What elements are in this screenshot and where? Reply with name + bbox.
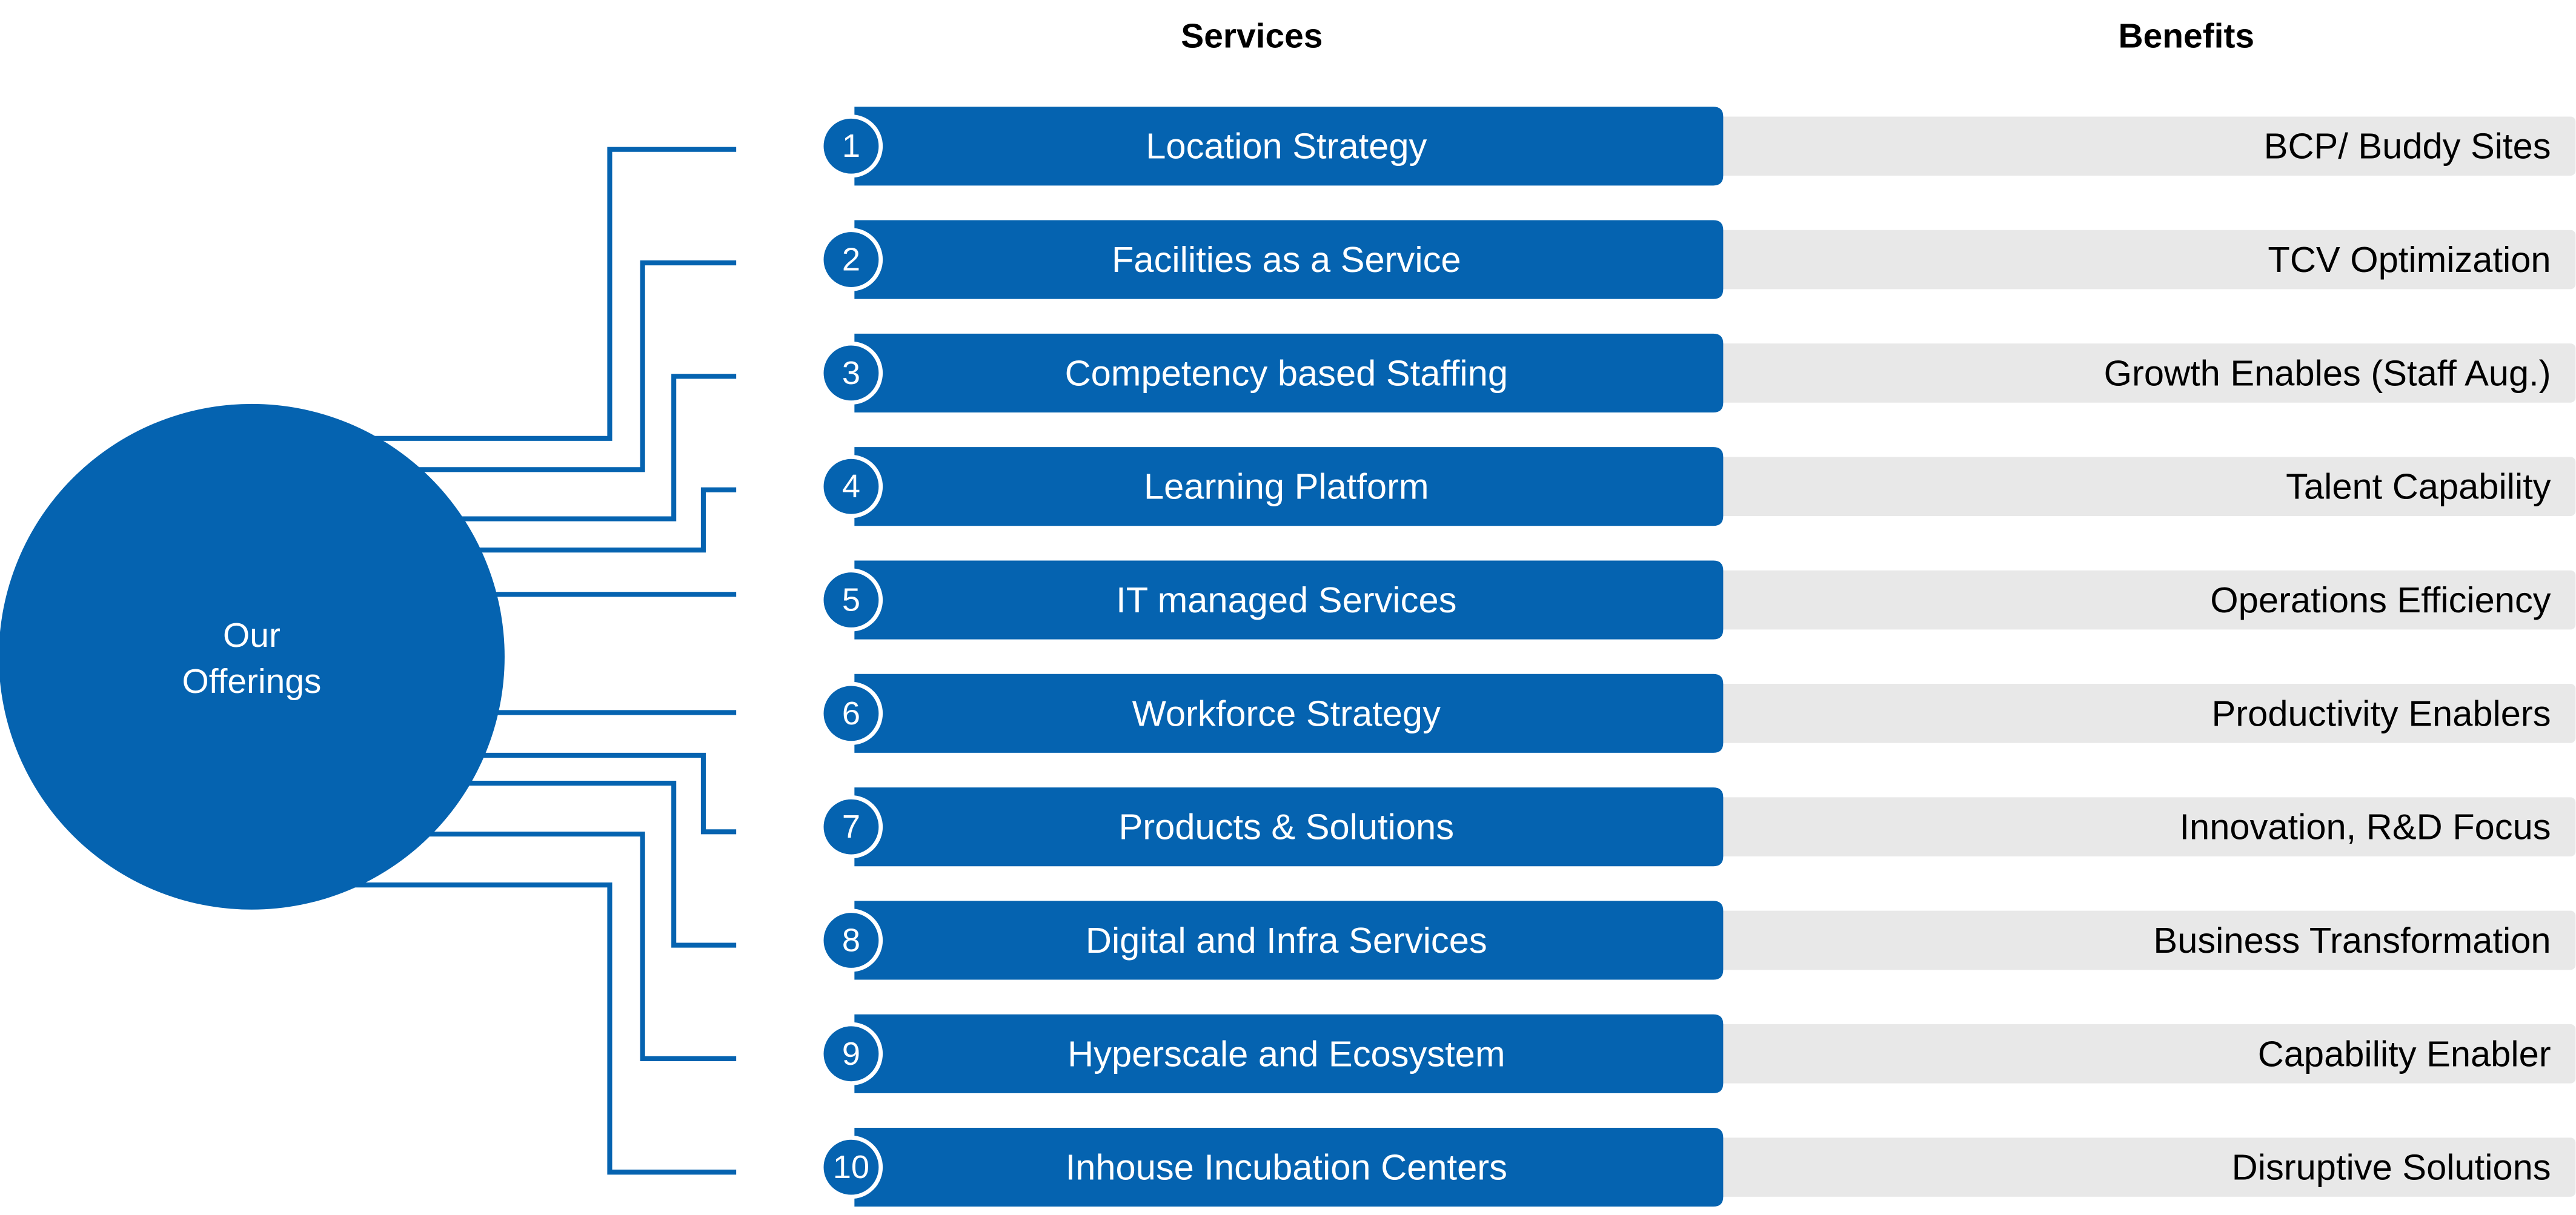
benefit-label: Innovation, R&D Focus: [2180, 807, 2551, 847]
service-bar: [854, 674, 1724, 753]
benefit-bar: [1708, 1137, 2576, 1197]
connector: [251, 147, 737, 441]
service-label: Hyperscale and Ecosystem: [1067, 1033, 1505, 1074]
number-badge: [819, 909, 883, 972]
benefit-bar: [1708, 910, 2576, 970]
service-label: Location Strategy: [1146, 126, 1427, 167]
benefit-bar: [1708, 116, 2576, 176]
row-number: 2: [842, 242, 860, 278]
service-label: Competency based Staffing: [1065, 353, 1508, 393]
service-bar: [854, 333, 1724, 412]
benefits-header: Benefits: [2119, 17, 2255, 56]
row-number: 6: [842, 695, 860, 732]
service-label: Inhouse Incubation Centers: [1066, 1147, 1507, 1188]
number-badge: [819, 455, 883, 518]
service-bar: [854, 107, 1724, 186]
benefit-bar: [1708, 1024, 2576, 1084]
row-number: 1: [842, 128, 860, 164]
benefit-label: Capability Enabler: [2258, 1033, 2551, 1074]
service-bar: [854, 1128, 1724, 1207]
center-label: Our: [223, 616, 281, 655]
service-label: Products & Solutions: [1119, 807, 1454, 847]
number-badge: [819, 1135, 883, 1199]
benefit-bar: [1708, 684, 2576, 743]
number-badge: [819, 341, 883, 405]
benefit-label: Talent Capability: [2286, 466, 2551, 507]
benefit-bar: [1708, 797, 2576, 856]
service-label: Learning Platform: [1144, 466, 1429, 507]
benefit-label: Productivity Enablers: [2212, 693, 2551, 733]
number-badge: [819, 681, 883, 746]
row-number: 3: [842, 355, 860, 391]
benefit-label: TCV Optimization: [2268, 239, 2551, 280]
connector: [251, 260, 737, 472]
benefit-bar: [1708, 457, 2576, 517]
number-badge: [819, 114, 883, 178]
service-bar: [854, 220, 1724, 299]
row-number: 4: [842, 468, 860, 505]
number-badge: [819, 568, 883, 632]
benefit-label: BCP/ Buddy Sites: [2264, 126, 2551, 167]
benefit-label: Disruptive Solutions: [2232, 1147, 2551, 1188]
row-number: 7: [842, 809, 860, 845]
row-number: 8: [842, 922, 860, 958]
service-bar: [854, 901, 1724, 980]
services-header: Services: [1181, 17, 1323, 56]
row-number: 9: [842, 1036, 860, 1072]
number-badge: [819, 228, 883, 291]
benefit-bar: [1708, 343, 2576, 403]
number-badge: [819, 795, 883, 859]
service-label: Facilities as a Service: [1112, 239, 1461, 280]
service-bar: [854, 560, 1724, 640]
row-number: 10: [833, 1149, 869, 1185]
center-circle: [0, 403, 505, 910]
benefit-bar: [1708, 570, 2576, 630]
center-label: Offerings: [182, 662, 322, 701]
service-bar: [854, 1014, 1724, 1093]
rows: 1 Location Strategy BCP/ Buddy Sites 2 Facil…: [819, 107, 2576, 1207]
service-label: Workforce Strategy: [1132, 693, 1441, 733]
benefit-label: Business Transformation: [2153, 920, 2551, 961]
service-bar: [854, 447, 1724, 526]
connector: [251, 882, 737, 1175]
service-label: Digital and Infra Services: [1086, 920, 1487, 961]
number-badge: [819, 1022, 883, 1085]
benefit-bar: [1708, 230, 2576, 290]
service-label: IT managed Services: [1116, 580, 1456, 620]
benefit-label: Operations Efficiency: [2210, 580, 2551, 620]
connector: [251, 832, 737, 1061]
benefit-label: Growth Enables (Staff Aug.): [2104, 353, 2551, 393]
service-bar: [854, 787, 1724, 867]
row-number: 5: [842, 582, 860, 618]
